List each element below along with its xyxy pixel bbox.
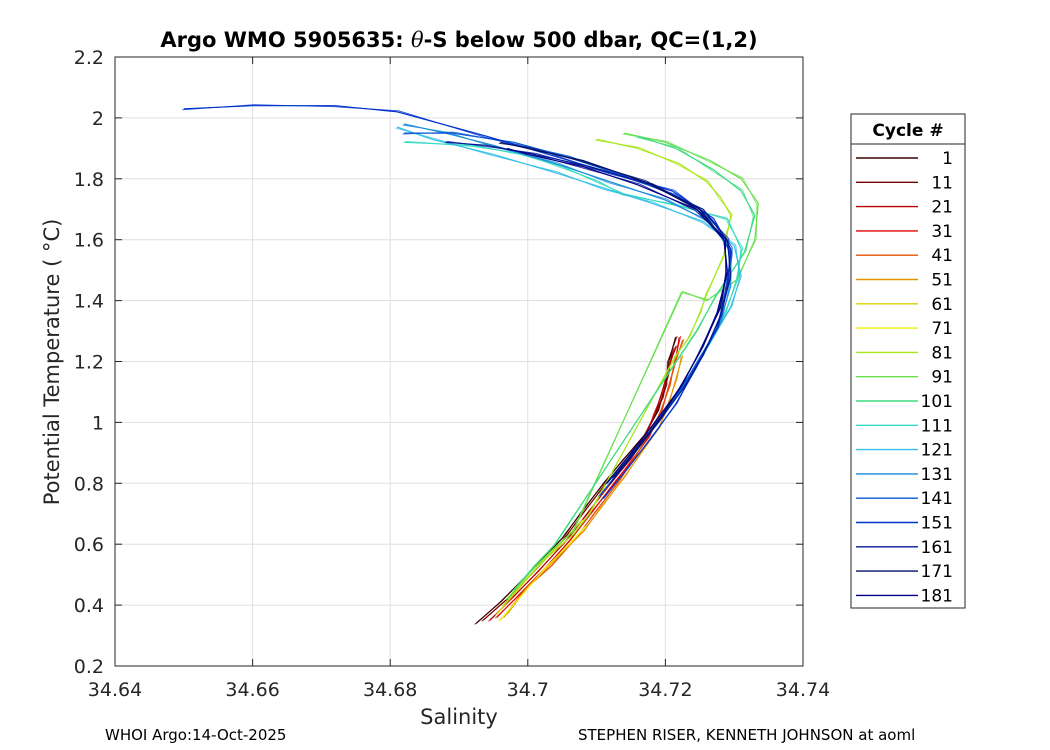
legend-label-51: 51 [931, 271, 953, 291]
y-tick-label: 1.2 [74, 352, 104, 374]
x-tick-label: 34.74 [776, 679, 830, 701]
ticks: 34.64 34.66 34.68 34.7 34.72 34.74 0.2 0.4 0.6 0.… [74, 47, 830, 701]
y-tick-label: 1.6 [74, 230, 104, 252]
legend-label-81: 81 [931, 343, 953, 363]
y-tick-label: 0.8 [74, 473, 104, 495]
y-tick-label: 2 [92, 108, 104, 130]
legend-entries: 1112131415161718191101111121131141151161… [856, 149, 953, 606]
chart-title: Argo WMO 5905635: θ-S below 500 dbar, QC… [160, 28, 757, 52]
series-layer [182, 104, 759, 625]
y-tick-label: 1.4 [74, 291, 104, 313]
legend-label-61: 61 [931, 295, 953, 315]
footer-date: WHOI Argo:14-Oct-2025 [105, 726, 287, 744]
y-tick-label: 1.8 [74, 169, 104, 191]
x-axis-label: Salinity [420, 705, 498, 729]
series-line-cycle-81-detail [501, 139, 733, 607]
legend-label-91: 91 [931, 368, 953, 388]
x-tick-label: 34.66 [225, 679, 279, 701]
series-line-cycle-181 [507, 147, 728, 484]
legend-label-181: 181 [921, 586, 953, 606]
y-tick-label: 0.2 [74, 656, 104, 678]
legend-label-141: 141 [921, 489, 953, 509]
legend-label-171: 171 [921, 562, 953, 582]
y-tick-label: 0.6 [74, 534, 104, 556]
legend-label-21: 21 [931, 198, 953, 218]
y-tick-label: 1 [92, 412, 104, 434]
x-tick-label: 34.72 [638, 679, 692, 701]
legend: Cycle # 11121314151617181911011111211311… [850, 113, 966, 609]
x-tick-label: 34.68 [363, 679, 417, 701]
y-tick-label: 2.2 [74, 47, 104, 69]
legend-label-71: 71 [931, 319, 953, 339]
y-tick-label: 0.4 [74, 595, 104, 617]
legend-label-151: 151 [921, 514, 953, 534]
x-tick-label: 34.64 [88, 679, 142, 701]
series-line-cycle-51-detail [505, 356, 682, 616]
legend-label-121: 121 [921, 441, 953, 461]
legend-label-31: 31 [931, 222, 953, 242]
series-line-cycle-101-detail [512, 136, 754, 592]
legend-label-11: 11 [931, 173, 953, 193]
legend-label-111: 111 [921, 416, 953, 436]
legend-label-101: 101 [921, 392, 953, 412]
series-line-cycle-71-detail [498, 526, 586, 622]
legend-label-41: 41 [931, 246, 953, 266]
footer-credits: STEPHEN RISER, KENNETH JOHNSON at aoml [578, 726, 916, 744]
legend-title: Cycle # [872, 121, 943, 141]
series-line-cycle-181-detail [505, 148, 727, 485]
legend-label-131: 131 [921, 465, 953, 485]
legend-label-161: 161 [921, 538, 953, 558]
legend-label-1: 1 [942, 149, 953, 169]
x-tick-label: 34.7 [507, 679, 549, 701]
series-line-cycle-61-detail [494, 520, 582, 616]
y-axis-label: Potential Temperature ( °C) [40, 219, 64, 506]
legend-box [850, 113, 966, 609]
series-line-cycle-151-detail [182, 104, 733, 500]
